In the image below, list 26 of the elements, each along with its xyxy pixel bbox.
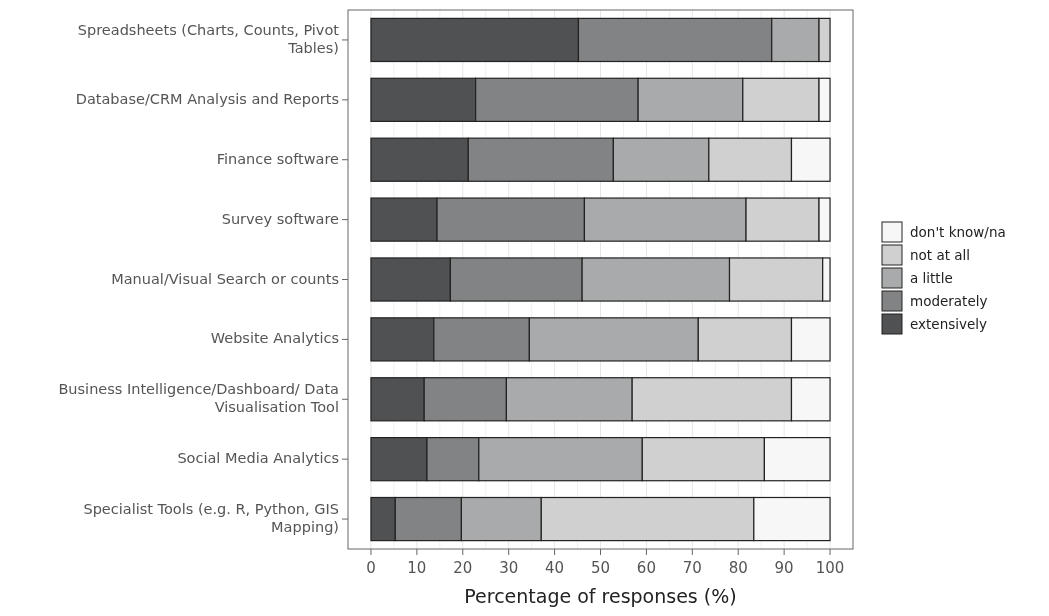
x-tick-label: 60 [636, 559, 656, 577]
x-tick-label: 40 [545, 559, 565, 577]
y-tick-label: Finance software [216, 150, 340, 167]
x-tick-label: 50 [590, 559, 611, 577]
y-tick-label: Specialist Tools (e.g. R, Python, GIS Mapping) [83, 501, 339, 536]
x-tick-label: 90 [774, 559, 794, 577]
y-tick-label: Manual/Visual Search or counts [111, 270, 339, 287]
x-tick-label: 100 [815, 559, 845, 577]
x-tick-label: 10 [407, 559, 427, 577]
y-tick-label: Social Media Analytics [177, 450, 339, 467]
y-tick-label: Website Analytics [210, 330, 339, 347]
x-tick-label: 20 [453, 559, 473, 577]
y-tick-label: Database/CRM Analysis and Reports [75, 90, 339, 107]
y-tick-label: Survey software [221, 210, 340, 227]
legend-label: don't know/na [910, 224, 1006, 240]
legend-label: a little [910, 270, 953, 286]
y-tick-label: Business Intelligence/Dashboard/ Data Visualisation Tool [58, 381, 339, 416]
legend-label: extensively [910, 316, 988, 332]
x-axis-title: Percentage of responses (%) [464, 585, 737, 607]
x-tick-label: 80 [728, 559, 748, 577]
y-tick-label: Spreadsheets (Charts, Counts, Pivot Tables) [77, 21, 340, 56]
x-tick-label: 70 [682, 559, 702, 577]
x-tick-label: 30 [499, 559, 519, 577]
x-tick-label: 0 [366, 559, 376, 577]
legend-label: not at all [910, 247, 971, 263]
legend-label: moderately [910, 293, 988, 309]
